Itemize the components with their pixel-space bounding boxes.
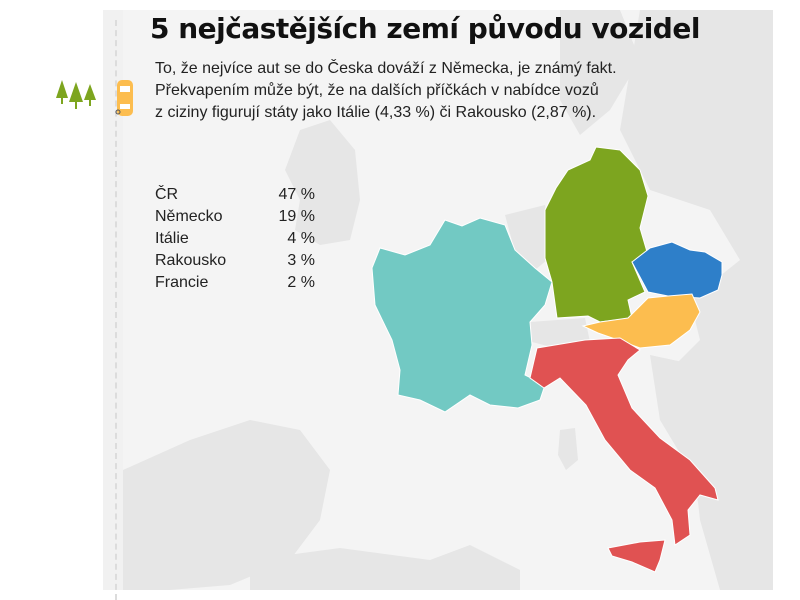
land-balkans — [650, 355, 740, 510]
stat-value: 3 % — [287, 252, 315, 269]
map-italy — [529, 337, 719, 546]
subtitle: To, že nejvíce aut se do Česka dováží z … — [155, 58, 675, 124]
stat-row: ČR 47 % — [155, 184, 315, 206]
map-sardinia — [558, 428, 578, 470]
map-germany — [544, 146, 651, 323]
stat-value: 2 % — [287, 274, 315, 291]
road-strip — [103, 10, 123, 600]
map-sicily — [607, 539, 666, 573]
stat-country: ČR — [155, 186, 179, 203]
stat-value: 19 % — [278, 208, 315, 225]
stat-country: Německo — [155, 208, 223, 225]
subtitle-line: z ciziny figurují státy jako Itálie (4,3… — [155, 104, 597, 121]
car-icon — [115, 80, 133, 116]
stat-country: Rakousko — [155, 252, 227, 269]
land-iberia — [123, 420, 330, 590]
land-africa — [250, 545, 520, 590]
land-scandinavia — [560, 10, 640, 135]
land-switzerland — [530, 318, 590, 348]
road-center-line — [115, 20, 117, 600]
stat-row: Itálie 4 % — [155, 228, 315, 250]
stat-value: 4 % — [287, 230, 315, 247]
subtitle-line: To, že nejvíce aut se do Česka dováží z … — [155, 60, 617, 77]
stat-value: 47 % — [278, 186, 315, 203]
map-czech-republic — [631, 241, 723, 299]
land-britain — [285, 120, 360, 245]
trees-icon — [56, 80, 96, 109]
stat-row: Rakousko 3 % — [155, 250, 315, 272]
stat-row: Francie 2 % — [155, 272, 315, 294]
map-france — [371, 217, 553, 413]
subtitle-line: Překvapením může být, že na dalších příč… — [155, 82, 599, 99]
stat-country: Itálie — [155, 230, 189, 247]
country-stats-list: ČR 47 % Německo 19 % Itálie 4 % Rakousko… — [155, 184, 315, 294]
page-title: 5 nejčastějších zemí původu vozidel — [150, 12, 700, 45]
stat-country: Francie — [155, 274, 209, 291]
stat-row: Německo 19 % — [155, 206, 315, 228]
